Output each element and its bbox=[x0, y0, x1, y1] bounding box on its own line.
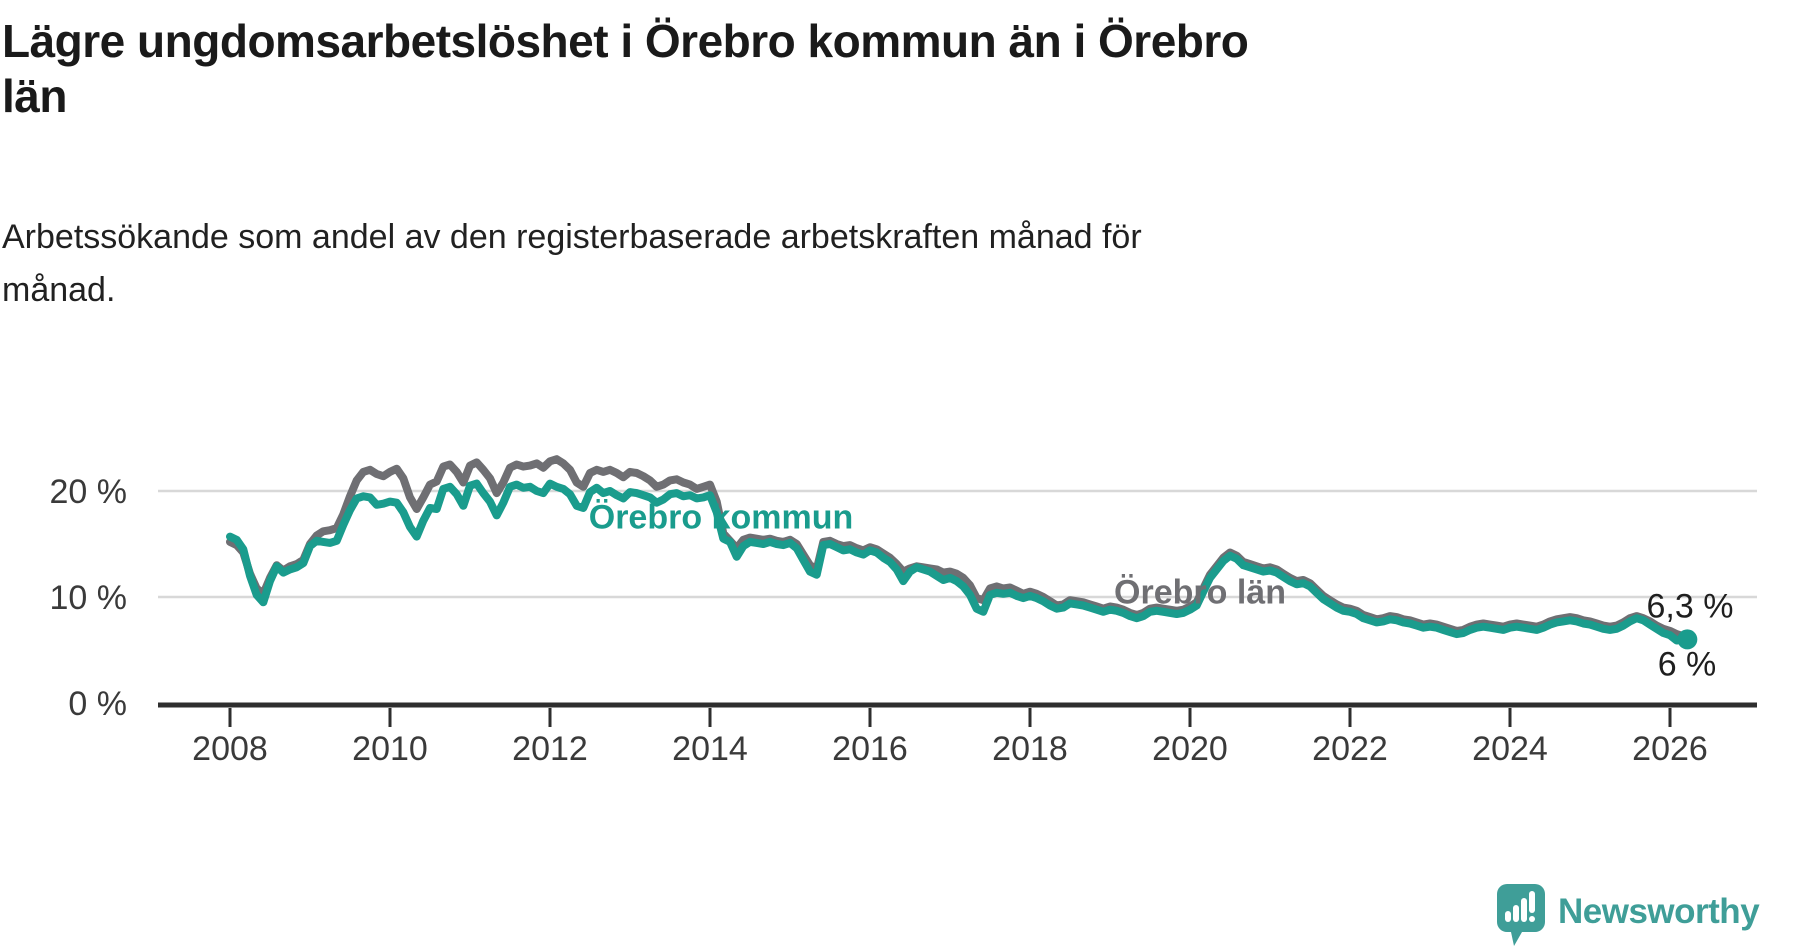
x-tick-label: 2016 bbox=[832, 730, 908, 768]
x-tick-label: 2018 bbox=[992, 730, 1068, 768]
x-tick-label: 2026 bbox=[1632, 730, 1708, 768]
page-title: Lägre ungdomsarbetslöshet i Örebro kommu… bbox=[2, 15, 1249, 123]
newsworthy-logo-text: Newsworthy bbox=[1558, 892, 1760, 931]
series-label-orebro-kommun: Örebro kommun bbox=[588, 498, 854, 537]
x-tick-label: 2024 bbox=[1472, 730, 1548, 768]
line-series-kommun bbox=[226, 479, 1688, 645]
x-tick-label: 2022 bbox=[1312, 730, 1388, 768]
x-tick-label: 2008 bbox=[192, 730, 268, 768]
series-end-dot bbox=[1677, 629, 1698, 650]
newsworthy-logo-icon bbox=[1497, 884, 1545, 946]
series-label-orebro-lan: Örebro län bbox=[1114, 573, 1286, 612]
y-tick-label: 0 % bbox=[68, 685, 127, 723]
y-tick-label: 20 % bbox=[50, 473, 128, 511]
y-tick-label: 10 % bbox=[50, 579, 128, 617]
x-tick-label: 2010 bbox=[352, 730, 428, 768]
end-value-label-lan: 6,3 % bbox=[1646, 587, 1734, 626]
newsworthy-logo: Newsworthy bbox=[1496, 883, 1760, 947]
x-tick-label: 2020 bbox=[1152, 730, 1228, 768]
end-value-label-kommun: 6 % bbox=[1657, 645, 1717, 684]
page-subtitle: Arbetssökande som andel av den registerb… bbox=[2, 218, 1142, 309]
x-tick-label: 2012 bbox=[512, 730, 588, 768]
x-tick-label: 2014 bbox=[672, 730, 748, 768]
